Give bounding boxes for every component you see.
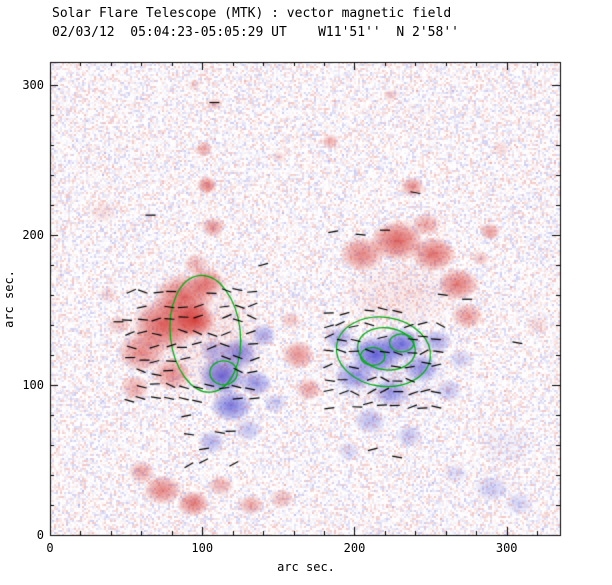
y-tick-label: 200 [22,227,44,242]
y-tick-label: 0 [36,528,44,542]
figure-title: Solar Flare Telescope (MTK) : vector mag… [52,6,452,21]
x-tick-label: 0 [46,541,54,555]
x-tick-label: 100 [191,541,214,555]
x-axis-label: arc sec. [277,560,335,574]
x-tick-label: 300 [495,541,518,555]
figure-subtitle: 02/03/12 05:04:23-05:05:29 UT W11'51'' N… [52,25,459,40]
y-tick-label: 300 [22,77,44,92]
x-tick-label: 200 [343,541,366,555]
y-tick-label: 100 [22,377,44,392]
y-axis-label: arc sec. [2,270,16,328]
